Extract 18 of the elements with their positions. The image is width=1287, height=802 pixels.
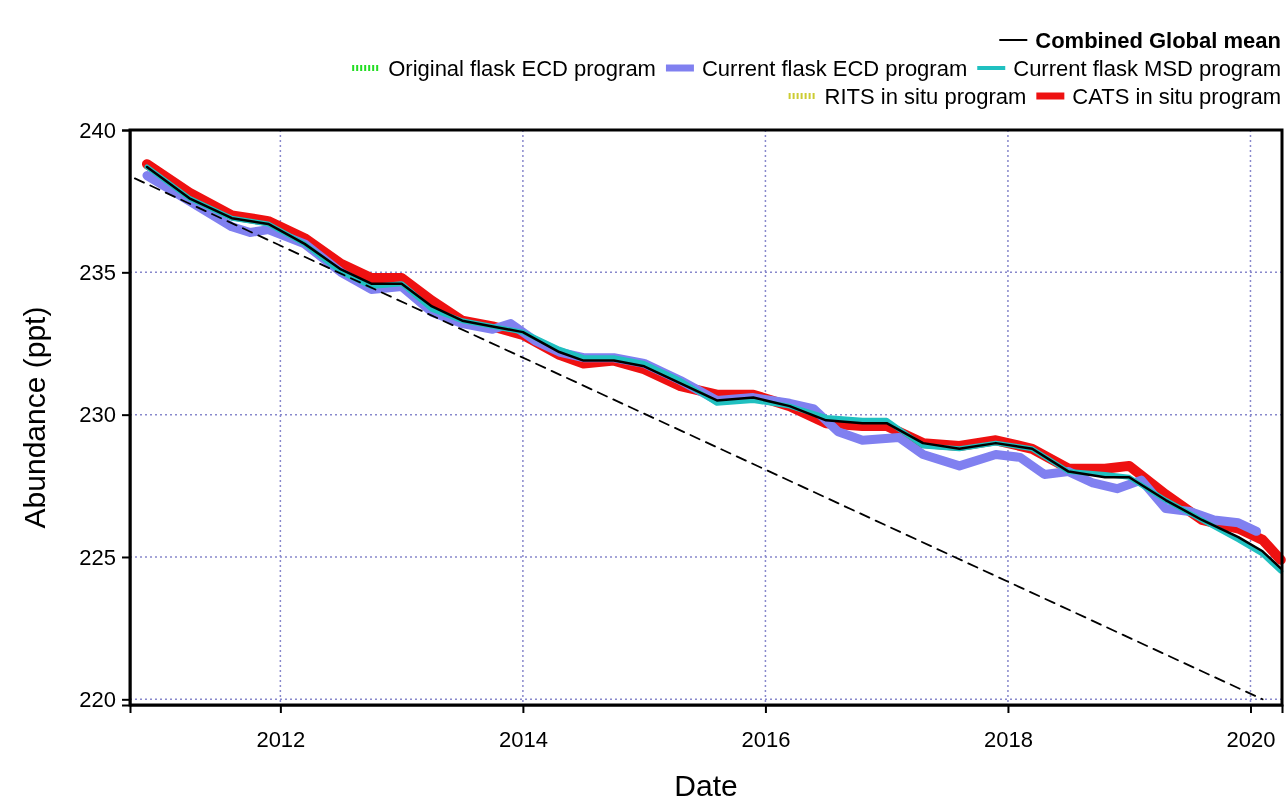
y-tick-label: 220	[79, 686, 116, 712]
x-tick-label: 2014	[498, 726, 548, 752]
y-tick-label: 225	[79, 544, 116, 570]
x-tick-label: 2018	[983, 726, 1033, 752]
legend-label: Original flask ECD program	[388, 56, 656, 81]
y-tick-label: 240	[79, 117, 116, 143]
legend-label: RITS in situ program	[824, 84, 1027, 109]
x-tick-label: 2012	[256, 726, 306, 752]
legend-label: Combined Global mean	[1035, 28, 1281, 53]
y-tick-label: 230	[79, 402, 116, 428]
x-tick-label: 2020	[1226, 726, 1276, 752]
x-axis-title: Date	[674, 769, 738, 802]
legend-label: Current flask MSD program	[1013, 56, 1281, 81]
y-axis-title: Abundance (ppt)	[18, 306, 51, 529]
x-tick-label: 2016	[741, 726, 791, 752]
legend-label: CATS in situ program	[1072, 84, 1281, 109]
legend-label: Current flask ECD program	[701, 56, 968, 81]
y-tick-label: 235	[79, 259, 116, 285]
